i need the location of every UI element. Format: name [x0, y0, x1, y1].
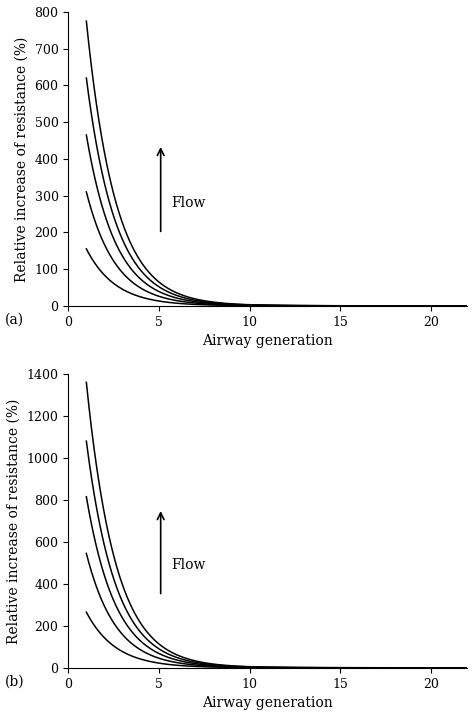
X-axis label: Airway generation: Airway generation	[202, 334, 333, 348]
X-axis label: Airway generation: Airway generation	[202, 696, 333, 710]
Y-axis label: Relative increase of resistance (%): Relative increase of resistance (%)	[15, 36, 29, 282]
Y-axis label: Relative increase of resistance (%): Relative increase of resistance (%)	[7, 398, 21, 644]
Text: Flow: Flow	[172, 196, 206, 209]
Text: Flow: Flow	[172, 558, 206, 572]
Text: (b): (b)	[5, 675, 24, 689]
Text: (a): (a)	[5, 313, 24, 327]
